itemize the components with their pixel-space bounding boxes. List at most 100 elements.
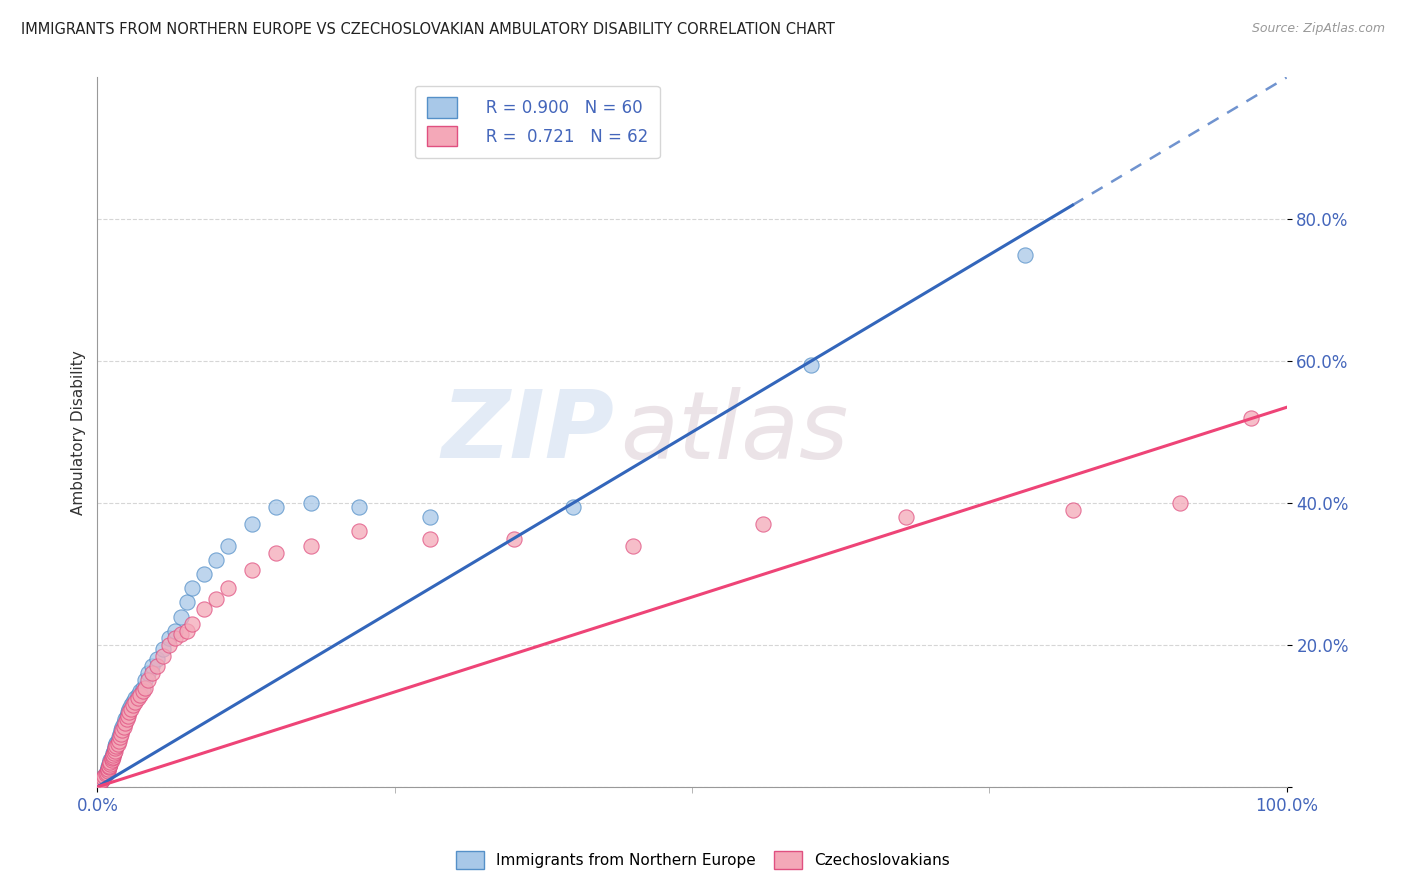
Point <box>217 581 239 595</box>
Point <box>97 760 120 774</box>
Point <box>101 747 124 762</box>
Point <box>240 517 263 532</box>
Point <box>264 546 287 560</box>
Point <box>90 774 112 789</box>
Point <box>502 532 524 546</box>
Point <box>100 755 122 769</box>
Point <box>138 673 160 688</box>
Point <box>98 758 121 772</box>
Point <box>107 733 129 747</box>
Point <box>120 702 142 716</box>
Point <box>124 691 146 706</box>
Point <box>176 595 198 609</box>
Point <box>157 631 180 645</box>
Point <box>118 706 141 720</box>
Point <box>800 358 823 372</box>
Point <box>115 713 138 727</box>
Point <box>134 673 156 688</box>
Legend: Immigrants from Northern Europe, Czechoslovakians: Immigrants from Northern Europe, Czechos… <box>450 845 956 875</box>
Point <box>1168 496 1191 510</box>
Point <box>98 758 121 772</box>
Point <box>100 753 122 767</box>
Point <box>129 684 152 698</box>
Point <box>117 709 139 723</box>
Point <box>163 631 186 645</box>
Point <box>193 602 215 616</box>
Point <box>104 739 127 753</box>
Point <box>104 740 127 755</box>
Y-axis label: Ambulatory Disability: Ambulatory Disability <box>72 350 86 515</box>
Point <box>98 760 121 774</box>
Point <box>347 500 370 514</box>
Point <box>107 737 129 751</box>
Point <box>1062 503 1084 517</box>
Point <box>141 666 163 681</box>
Text: atlas: atlas <box>620 386 849 477</box>
Point <box>96 765 118 780</box>
Point <box>118 702 141 716</box>
Point <box>101 750 124 764</box>
Point <box>97 762 120 776</box>
Point <box>110 726 132 740</box>
Point <box>127 688 149 702</box>
Point <box>1014 248 1036 262</box>
Point <box>122 698 145 713</box>
Point <box>152 648 174 663</box>
Point <box>94 767 117 781</box>
Point <box>103 744 125 758</box>
Point <box>112 720 135 734</box>
Point <box>205 591 228 606</box>
Point <box>264 500 287 514</box>
Point <box>97 762 120 776</box>
Point <box>100 757 122 772</box>
Point <box>141 659 163 673</box>
Point <box>93 769 115 783</box>
Point <box>94 767 117 781</box>
Point <box>138 666 160 681</box>
Point <box>98 757 121 772</box>
Point <box>299 496 322 510</box>
Point <box>103 746 125 760</box>
Point <box>181 581 204 595</box>
Point <box>101 746 124 760</box>
Point <box>107 730 129 744</box>
Point <box>894 510 917 524</box>
Legend:    R = 0.900   N = 60,    R =  0.721   N = 62: R = 0.900 N = 60, R = 0.721 N = 62 <box>415 86 659 158</box>
Point <box>89 776 111 790</box>
Point <box>107 733 129 747</box>
Point <box>146 652 169 666</box>
Point <box>131 684 153 698</box>
Point <box>111 723 134 737</box>
Point <box>181 616 204 631</box>
Point <box>120 698 142 713</box>
Point <box>114 716 136 731</box>
Point <box>100 753 122 767</box>
Point <box>108 726 131 740</box>
Point <box>100 755 122 769</box>
Point <box>93 769 115 783</box>
Text: Source: ZipAtlas.com: Source: ZipAtlas.com <box>1251 22 1385 36</box>
Point <box>193 567 215 582</box>
Point <box>105 737 128 751</box>
Point <box>169 609 191 624</box>
Point <box>89 776 111 790</box>
Point <box>117 706 139 720</box>
Point <box>111 720 134 734</box>
Point <box>129 688 152 702</box>
Point <box>97 764 120 779</box>
Point <box>105 739 128 753</box>
Point <box>96 764 118 779</box>
Point <box>134 681 156 695</box>
Point <box>114 713 136 727</box>
Point <box>752 517 775 532</box>
Point <box>124 695 146 709</box>
Point <box>131 681 153 695</box>
Point <box>91 772 114 787</box>
Point <box>419 532 441 546</box>
Point <box>347 524 370 539</box>
Point <box>157 638 180 652</box>
Point <box>163 624 186 638</box>
Point <box>419 510 441 524</box>
Point <box>110 723 132 737</box>
Text: ZIP: ZIP <box>441 386 614 478</box>
